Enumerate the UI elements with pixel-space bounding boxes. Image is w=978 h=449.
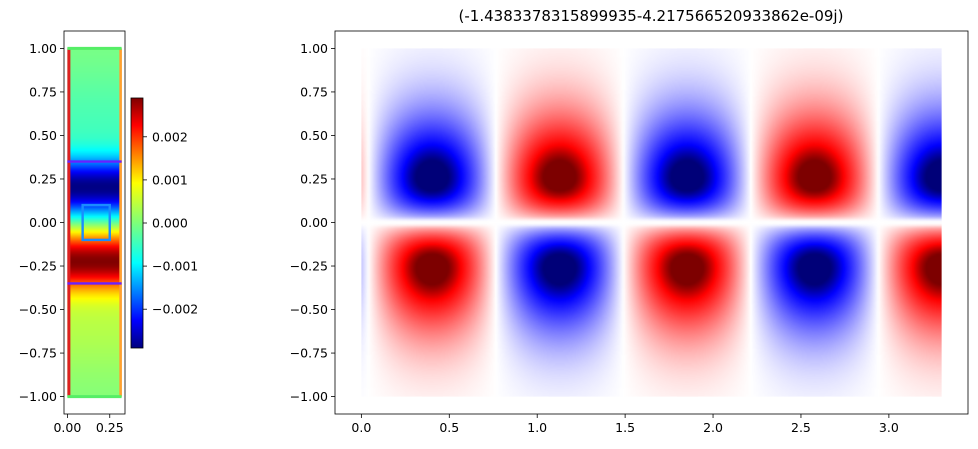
mode-x-tick-label: 0.0 (351, 420, 371, 435)
source-region-box (81, 203, 111, 242)
mode-field-panel: (-1.4383378315899935-4.217566520933862e-… (290, 7, 969, 435)
mode-x-tick-label: 1.0 (527, 420, 547, 435)
colorbar-gradient (130, 97, 144, 349)
mode-y-tick-label: 1.00 (300, 41, 328, 56)
mode-y-tick-label: 0.00 (300, 215, 328, 230)
mode-x-tick-label: 3.0 (879, 420, 899, 435)
structure-y-tick-label: 0.75 (29, 84, 57, 99)
structure-y-tick-label: 0.50 (29, 128, 57, 143)
structure-y-axis: 1.00 0.75 0.50 0.25 0.00 −0.25 −0.50 −0.75 −1.00 (19, 41, 64, 404)
structure-x-tick-label: 0.00 (53, 420, 81, 435)
structure-x-axis: 0.00 0.25 (53, 414, 124, 435)
mode-y-axis: 1.00 0.75 0.50 0.25 0.00 −0.25 −0.50 −0.75 −1.00 (290, 41, 335, 404)
mode-y-tick-label: −0.25 (290, 259, 328, 274)
structure-colorbar: 0.002 0.001 0.000 −0.001 −0.002 (130, 97, 198, 349)
colorbar-tick-label: −0.001 (152, 259, 198, 274)
mode-field-image (361, 48, 942, 397)
structure-panel: 0.00 0.25 1.00 0.75 0.50 0.25 0.00 −0.25 −0.50 −… (19, 30, 126, 435)
structure-y-tick-label: −0.25 (19, 259, 57, 274)
structure-y-tick-label: 1.00 (29, 41, 57, 56)
structure-field-image (67, 48, 122, 397)
structure-y-tick-label: 0.00 (29, 215, 57, 230)
mode-y-tick-label: −0.75 (290, 346, 328, 361)
mode-y-tick-label: 0.50 (300, 128, 328, 143)
structure-y-tick-label: −0.50 (19, 302, 57, 317)
chart-title: (-1.4383378315899935-4.217566520933862e-… (459, 7, 844, 25)
colorbar-tick-label: 0.000 (152, 216, 188, 231)
structure-overlays (67, 46, 122, 399)
colorbar-axis: 0.002 0.001 0.000 −0.001 −0.002 (143, 129, 198, 317)
structure-x-tick-label: 0.25 (96, 420, 124, 435)
mode-x-axis: 0.0 0.5 1.0 1.5 2.0 2.5 3.0 (351, 414, 899, 435)
mode-y-tick-label: −1.00 (290, 389, 328, 404)
mode-y-tick-label: 0.75 (300, 84, 328, 99)
colorbar-tick-label: −0.002 (152, 302, 198, 317)
structure-y-tick-label: −0.75 (19, 346, 57, 361)
mode-y-tick-label: 0.25 (300, 171, 328, 186)
mode-y-tick-label: −0.50 (290, 302, 328, 317)
mode-x-tick-label: 1.5 (615, 420, 635, 435)
mode-x-tick-label: 2.0 (703, 420, 723, 435)
mode-x-tick-label: 0.5 (439, 420, 459, 435)
structure-y-tick-label: 0.25 (29, 171, 57, 186)
colorbar-tick-label: 0.002 (152, 129, 188, 144)
mode-x-tick-label: 2.5 (791, 420, 811, 435)
colorbar-tick-label: 0.001 (152, 172, 188, 187)
structure-y-tick-label: −1.00 (19, 389, 57, 404)
